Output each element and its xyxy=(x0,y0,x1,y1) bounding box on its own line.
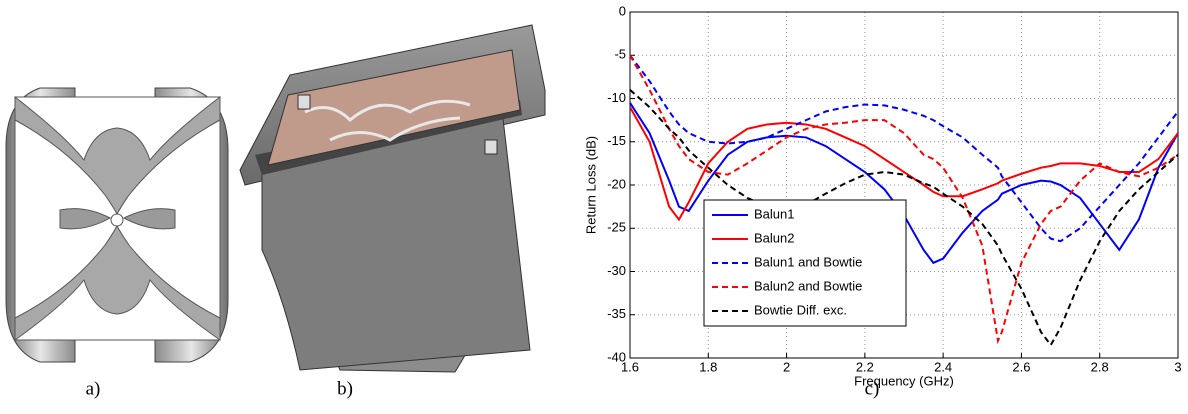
balun-image-b xyxy=(240,25,545,372)
y-tick-label: -25 xyxy=(607,220,626,235)
y-tick-label: -40 xyxy=(607,349,626,364)
y-tick-label: -10 xyxy=(607,90,626,105)
x-tick-label: 2.4 xyxy=(934,359,952,374)
legend-label: Balun2 and Bowtie xyxy=(754,278,862,293)
legend-label: Balun1 and Bowtie xyxy=(754,254,862,269)
x-tick-label: 1.8 xyxy=(699,359,717,374)
x-tick-label: 3 xyxy=(1174,359,1181,374)
antenna-image-a xyxy=(6,88,228,362)
y-axis-label: Return Loss (dB) xyxy=(583,136,598,234)
x-tick-label: 2.8 xyxy=(1091,359,1109,374)
legend-label: Balun2 xyxy=(754,230,794,245)
legend-label: Balun1 xyxy=(754,206,794,221)
panel-label: c) xyxy=(865,378,880,399)
x-tick-label: 2 xyxy=(783,359,790,374)
y-tick-label: -35 xyxy=(607,306,626,321)
y-tick-label: -5 xyxy=(614,47,626,62)
y-tick-label: -15 xyxy=(607,133,626,148)
panel-label: a) xyxy=(86,378,101,399)
legend-label: Bowtie Diff. exc. xyxy=(754,302,847,317)
y-tick-label: -30 xyxy=(607,263,626,278)
panel-label: b) xyxy=(337,378,353,399)
x-tick-label: 2.2 xyxy=(856,359,874,374)
figure: 1.61.822.22.42.62.83-40-35-30-25-20-15-1… xyxy=(0,0,1188,414)
legend: Balun1 Balun2 Balun1 and Bowtie Balun2 and … xyxy=(704,200,906,326)
y-tick-label: 0 xyxy=(619,3,626,18)
y-tick-label: -20 xyxy=(607,176,626,191)
x-tick-label: 2.6 xyxy=(1012,359,1030,374)
